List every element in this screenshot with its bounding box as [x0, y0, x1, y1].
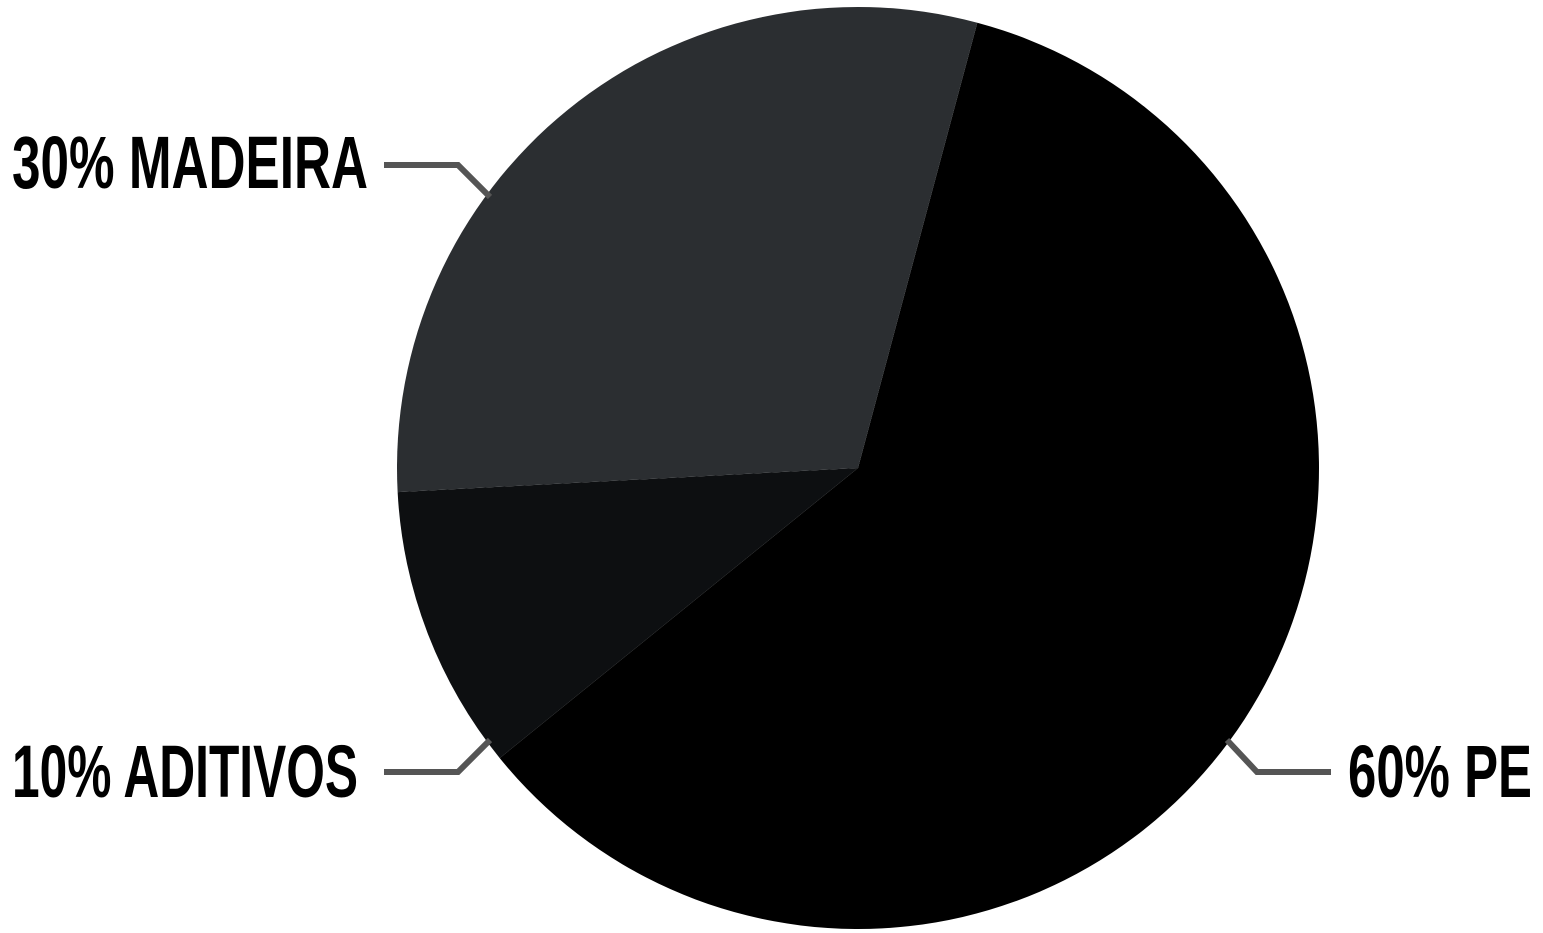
slice-label-madeira: 30% MADEIRA	[12, 121, 368, 204]
leader-line-pe	[1224, 737, 1331, 775]
pie-slice-madeira	[396, 7, 978, 493]
leader-line-aditivos	[384, 737, 493, 775]
slice-label-pe: 60% PE	[1348, 730, 1532, 813]
pie-slices	[396, 7, 1320, 930]
slice-label-aditivos: 10% ADITIVOS	[12, 730, 358, 813]
leader-line-madeira	[384, 162, 493, 200]
pie-slice-pe	[499, 22, 1320, 930]
pie-slice-aditivos	[397, 468, 858, 759]
slice-labels: 30% MADEIRA 10% ADITIVOS 60% PE	[12, 121, 1532, 813]
leader-lines	[384, 162, 1331, 775]
